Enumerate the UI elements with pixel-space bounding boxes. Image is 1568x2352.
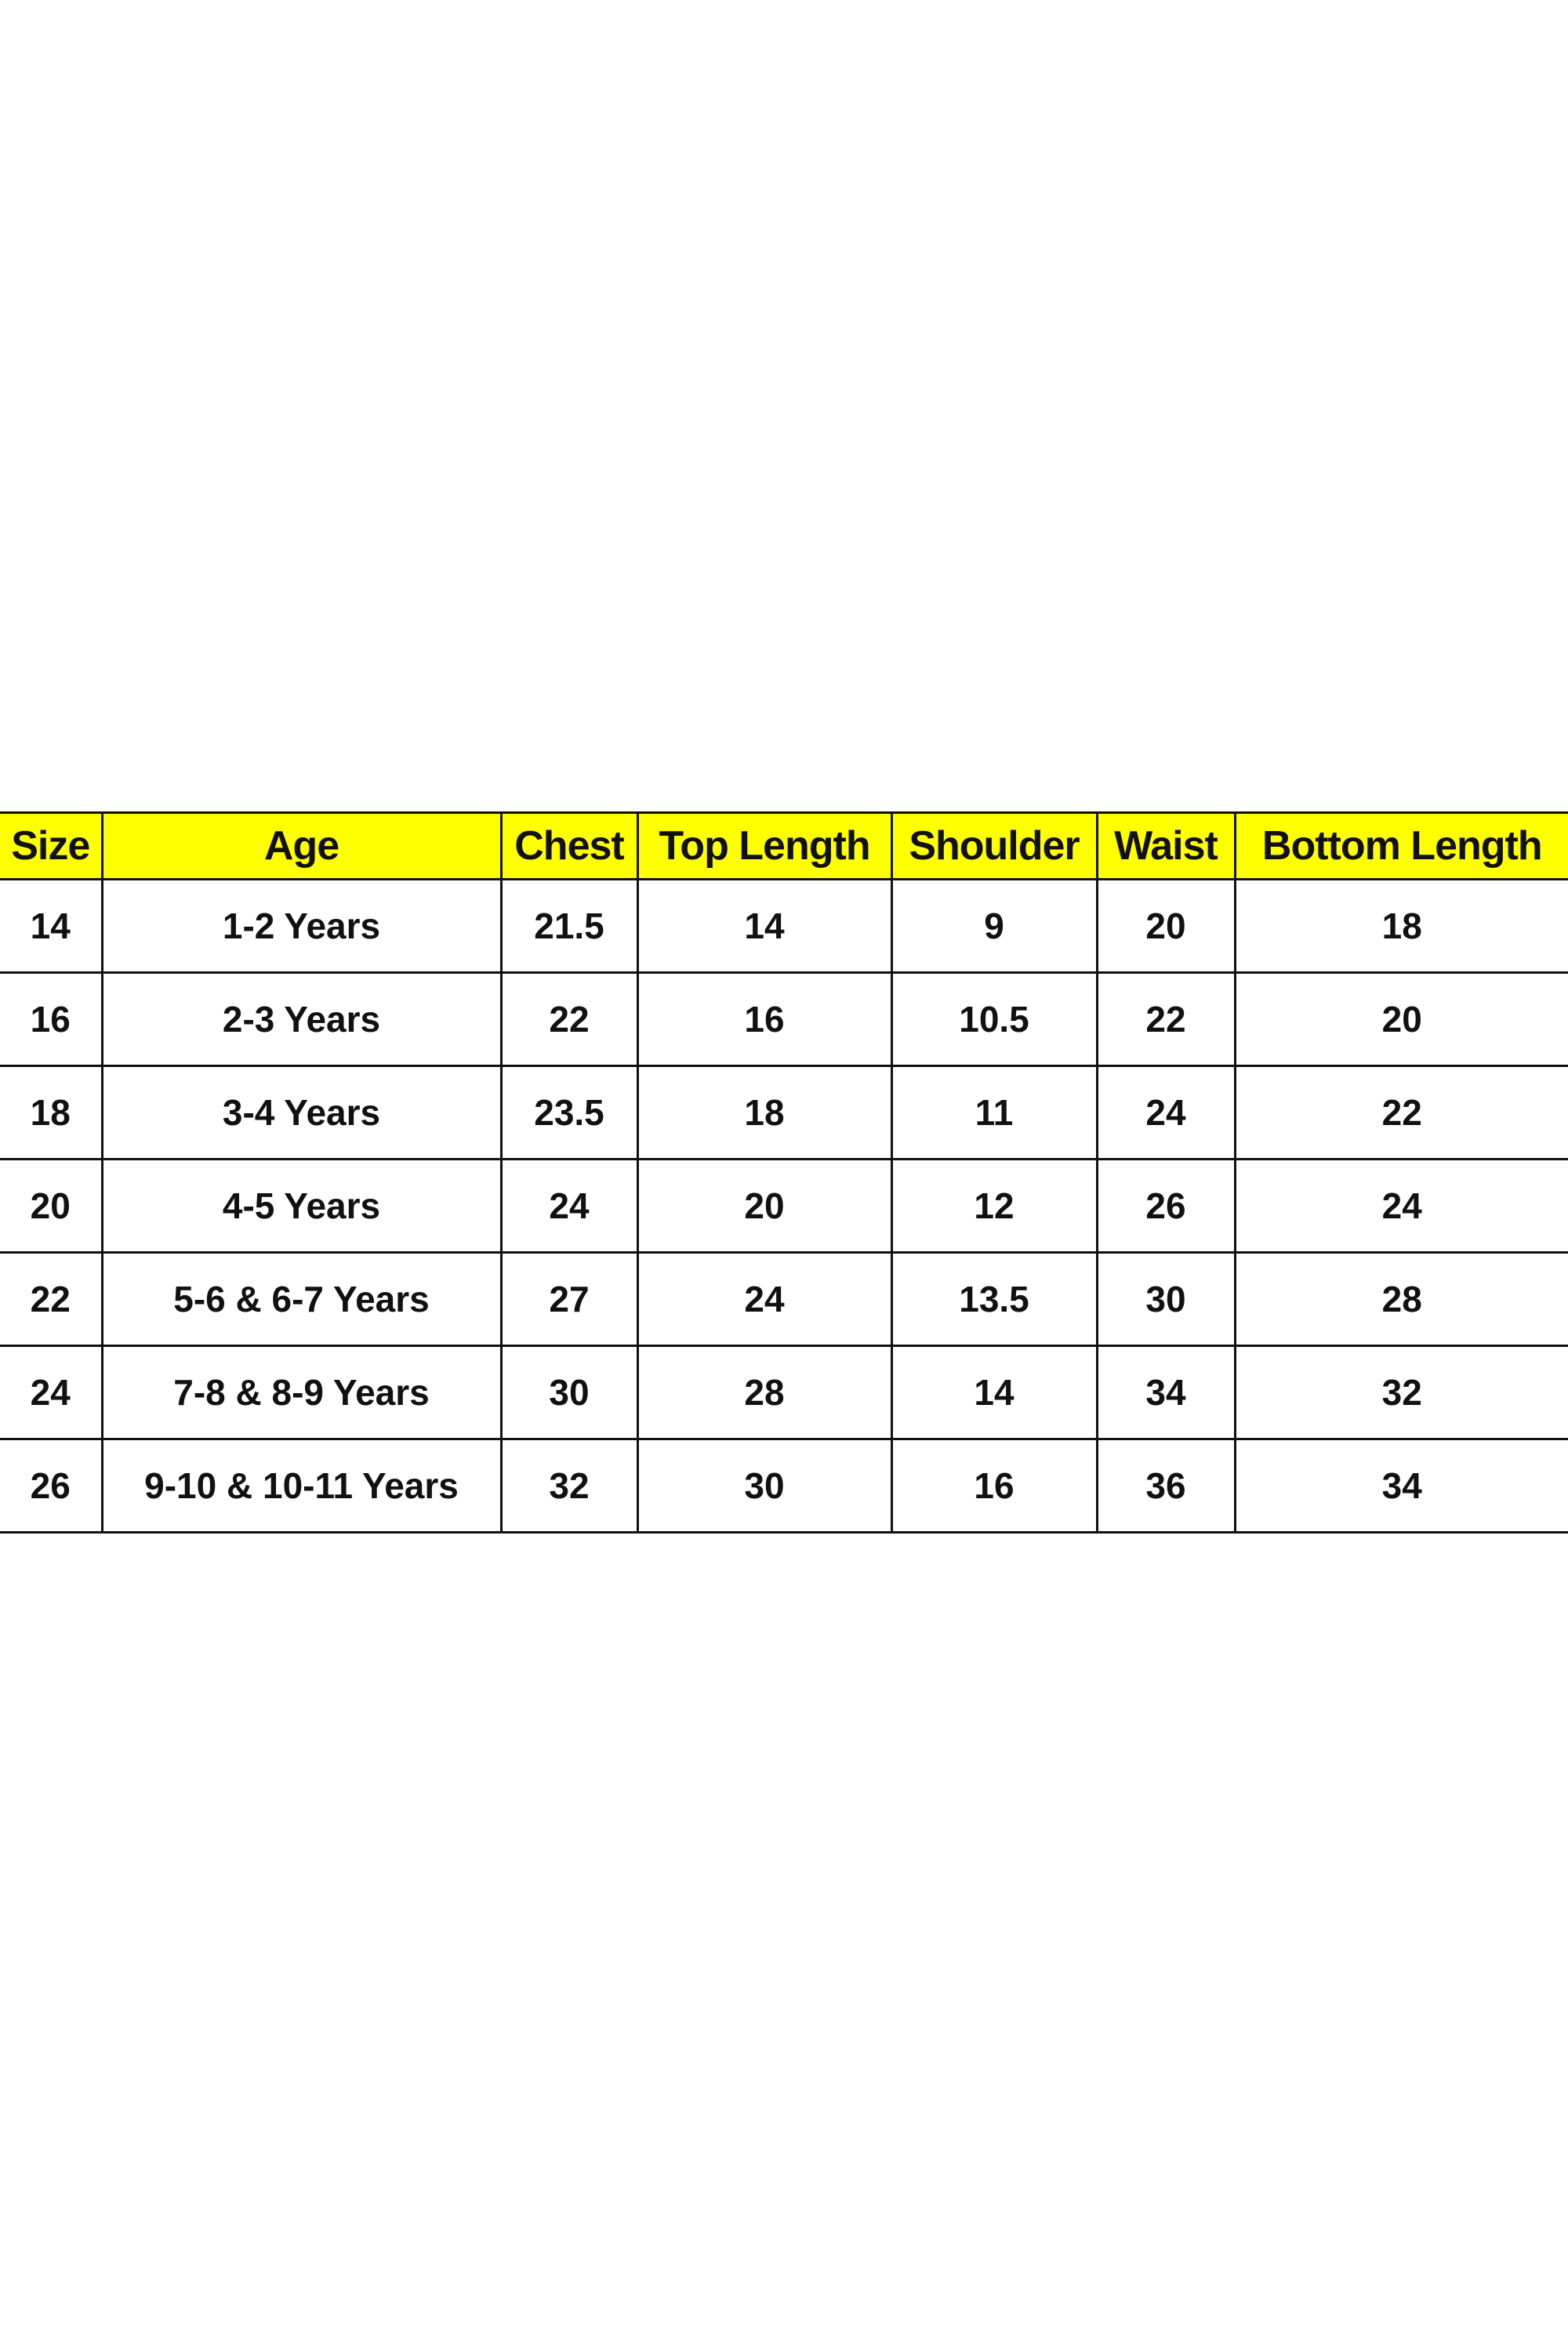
cell-age: 5-6 & 6-7 Years bbox=[100, 1251, 503, 1347]
column-header-waist: Waist bbox=[1095, 811, 1236, 880]
cell-bottom-length: 34 bbox=[1233, 1438, 1568, 1534]
cell-age: 2-3 Years bbox=[100, 971, 503, 1067]
cell-top-length: 30 bbox=[636, 1438, 893, 1534]
cell-waist: 34 bbox=[1095, 1345, 1236, 1440]
table-row: 16 2-3 Years 22 16 10.5 22 20 bbox=[0, 971, 1568, 1067]
cell-age: 3-4 Years bbox=[100, 1065, 503, 1160]
cell-shoulder: 16 bbox=[890, 1438, 1098, 1534]
cell-bottom-length: 20 bbox=[1233, 971, 1568, 1067]
table-row: 14 1-2 Years 21.5 14 9 20 18 bbox=[0, 878, 1568, 974]
cell-top-length: 24 bbox=[636, 1251, 893, 1347]
cell-waist: 36 bbox=[1095, 1438, 1236, 1534]
cell-bottom-length: 24 bbox=[1233, 1158, 1568, 1254]
column-header-top-length: Top Length bbox=[636, 811, 893, 880]
cell-shoulder: 14 bbox=[890, 1345, 1098, 1440]
table-row: 22 5-6 & 6-7 Years 27 24 13.5 30 28 bbox=[0, 1251, 1568, 1347]
column-header-shoulder: Shoulder bbox=[890, 811, 1098, 880]
cell-shoulder: 11 bbox=[890, 1065, 1098, 1160]
cell-age: 7-8 & 8-9 Years bbox=[100, 1345, 503, 1440]
cell-size: 18 bbox=[0, 1065, 103, 1160]
cell-top-length: 28 bbox=[636, 1345, 893, 1440]
cell-age: 1-2 Years bbox=[100, 878, 503, 974]
cell-size: 20 bbox=[0, 1158, 103, 1254]
cell-waist: 30 bbox=[1095, 1251, 1236, 1347]
cell-chest: 27 bbox=[499, 1251, 639, 1347]
cell-chest: 22 bbox=[499, 971, 639, 1067]
cell-chest: 23.5 bbox=[499, 1065, 639, 1160]
column-header-chest: Chest bbox=[499, 811, 639, 880]
cell-size: 22 bbox=[0, 1251, 103, 1347]
cell-bottom-length: 32 bbox=[1233, 1345, 1568, 1440]
cell-shoulder: 9 bbox=[890, 878, 1098, 974]
cell-shoulder: 10.5 bbox=[890, 971, 1098, 1067]
cell-chest: 30 bbox=[499, 1345, 639, 1440]
cell-chest: 32 bbox=[499, 1438, 639, 1534]
table-row: 18 3-4 Years 23.5 18 11 24 22 bbox=[0, 1065, 1568, 1160]
table-row: 24 7-8 & 8-9 Years 30 28 14 34 32 bbox=[0, 1345, 1568, 1440]
cell-bottom-length: 18 bbox=[1233, 878, 1568, 974]
cell-waist: 24 bbox=[1095, 1065, 1236, 1160]
cell-size: 14 bbox=[0, 878, 103, 974]
cell-shoulder: 12 bbox=[890, 1158, 1098, 1254]
cell-bottom-length: 22 bbox=[1233, 1065, 1568, 1160]
column-header-bottom-length: Bottom Length bbox=[1233, 811, 1568, 880]
cell-chest: 24 bbox=[499, 1158, 639, 1254]
cell-top-length: 20 bbox=[636, 1158, 893, 1254]
column-header-size: Size bbox=[0, 811, 103, 880]
size-chart-table: Size Age Chest Top Length Shoulder Waist Botto… bbox=[0, 811, 1568, 1534]
cell-waist: 20 bbox=[1095, 878, 1236, 974]
cell-waist: 26 bbox=[1095, 1158, 1236, 1254]
cell-top-length: 18 bbox=[636, 1065, 893, 1160]
cell-age: 9-10 & 10-11 Years bbox=[100, 1438, 503, 1534]
cell-age: 4-5 Years bbox=[100, 1158, 503, 1254]
cell-waist: 22 bbox=[1095, 971, 1236, 1067]
column-header-age: Age bbox=[100, 811, 503, 880]
cell-size: 16 bbox=[0, 971, 103, 1067]
cell-size: 26 bbox=[0, 1438, 103, 1534]
cell-top-length: 16 bbox=[636, 971, 893, 1067]
cell-bottom-length: 28 bbox=[1233, 1251, 1568, 1347]
table-row: 26 9-10 & 10-11 Years 32 30 16 36 34 bbox=[0, 1438, 1568, 1534]
cell-size: 24 bbox=[0, 1345, 103, 1440]
table-row: 20 4-5 Years 24 20 12 26 24 bbox=[0, 1158, 1568, 1254]
cell-shoulder: 13.5 bbox=[890, 1251, 1098, 1347]
cell-top-length: 14 bbox=[636, 878, 893, 974]
cell-chest: 21.5 bbox=[499, 878, 639, 974]
header-row: Size Age Chest Top Length Shoulder Waist Botto… bbox=[0, 811, 1568, 880]
